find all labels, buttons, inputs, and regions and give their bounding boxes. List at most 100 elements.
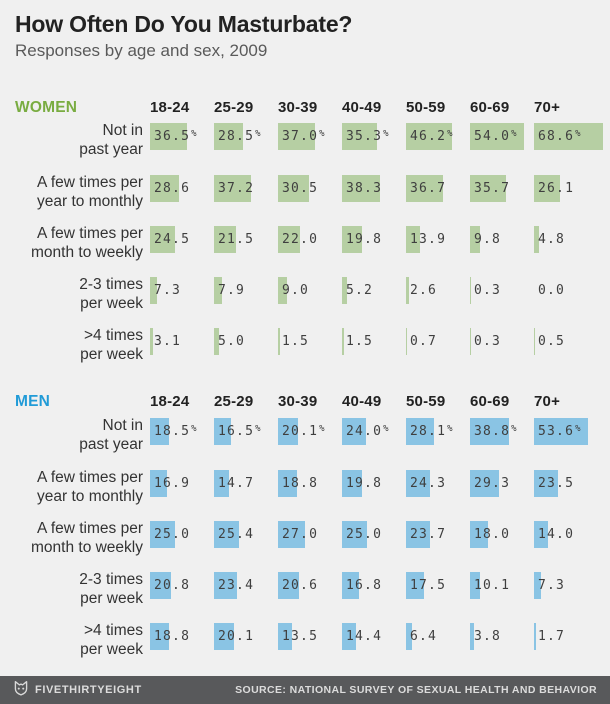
value-bar xyxy=(470,175,506,202)
row-label: >4 times per week xyxy=(80,327,143,363)
value-bar xyxy=(278,123,315,150)
value-label: 14.7 xyxy=(218,476,255,491)
value-bar xyxy=(470,572,481,599)
value-label: 13.9 xyxy=(410,232,447,247)
value-bar xyxy=(278,226,300,253)
age-column-header: 25-29 xyxy=(214,99,254,116)
value-bar xyxy=(406,328,407,355)
value-bar xyxy=(214,418,231,445)
value-bar xyxy=(406,521,430,548)
value-bar xyxy=(150,572,171,599)
value-bar xyxy=(470,623,474,650)
value-bar xyxy=(534,418,588,445)
value-bar xyxy=(406,123,453,150)
value-label: 3.8 xyxy=(474,629,502,644)
value-label: 19.8 xyxy=(346,232,383,247)
value-bar xyxy=(534,226,539,253)
value-bar xyxy=(214,521,240,548)
value-label: 1.5 xyxy=(346,334,374,349)
footer-bar: FIVETHIRTYEIGHT SOURCE: NATIONAL SURVEY … xyxy=(0,676,610,704)
value-bar xyxy=(150,623,169,650)
value-bar xyxy=(342,328,344,355)
value-label: 68.6% xyxy=(538,129,581,144)
value-bar xyxy=(406,623,413,650)
value-label: 25.4 xyxy=(218,527,255,542)
value-label: 14.0 xyxy=(538,527,575,542)
value-label: 35.7 xyxy=(474,181,511,196)
value-bar xyxy=(406,226,420,253)
value-label: 25.0 xyxy=(346,527,383,542)
value-bar xyxy=(278,572,299,599)
value-label: 7.3 xyxy=(538,578,566,593)
value-bar xyxy=(342,470,362,497)
value-bar xyxy=(214,123,243,150)
value-label: 18.0 xyxy=(474,527,511,542)
percent-sign: % xyxy=(191,424,197,434)
value-bar xyxy=(150,123,187,150)
value-bar xyxy=(214,277,222,304)
value-label: 28.5% xyxy=(218,129,261,144)
value-label: 0.0 xyxy=(538,283,566,298)
percent-sign: % xyxy=(575,424,581,434)
row-label: A few times per month to weekly xyxy=(31,225,143,261)
value-label: 2.6 xyxy=(410,283,438,298)
percent-sign: % xyxy=(447,424,453,434)
value-bar xyxy=(278,277,287,304)
value-bar xyxy=(278,521,305,548)
value-bar xyxy=(150,226,175,253)
value-bar xyxy=(214,470,229,497)
value-label: 23.4 xyxy=(218,578,255,593)
value-label: 3.1 xyxy=(154,334,182,349)
value-bar xyxy=(470,123,524,150)
value-bar xyxy=(342,572,359,599)
value-bar xyxy=(342,521,367,548)
value-label: 0.3 xyxy=(474,334,502,349)
row-label: 2-3 times per week xyxy=(79,571,143,607)
value-label: 19.8 xyxy=(346,476,383,491)
value-bar xyxy=(150,328,154,355)
percent-sign: % xyxy=(447,129,453,139)
value-label: 0.5 xyxy=(538,334,566,349)
section-label-women: WOMEN xyxy=(15,99,78,116)
source-label: SOURCE: NATIONAL SURVEY OF SEXUAL HEALTH… xyxy=(235,684,597,696)
value-label: 5.2 xyxy=(346,283,374,298)
value-label: 9.0 xyxy=(282,283,310,298)
percent-sign: % xyxy=(319,424,325,434)
value-label: 20.1 xyxy=(218,629,255,644)
age-column-header: 60-69 xyxy=(470,99,510,116)
value-bar xyxy=(470,470,500,497)
value-bar xyxy=(406,470,431,497)
percent-sign: % xyxy=(575,129,581,139)
value-label: 6.4 xyxy=(410,629,438,644)
value-label: 20.1% xyxy=(282,424,325,439)
value-label: 0.7 xyxy=(410,334,438,349)
value-bar xyxy=(342,418,366,445)
value-label: 38.8% xyxy=(474,424,517,439)
value-bar xyxy=(150,277,158,304)
value-bar xyxy=(406,572,424,599)
value-bar xyxy=(278,470,297,497)
value-bar xyxy=(534,123,603,150)
row-label: Not in past year xyxy=(79,122,143,158)
value-label: 36.5% xyxy=(154,129,197,144)
value-label: 1.5 xyxy=(282,334,310,349)
value-label: 38.3 xyxy=(346,181,383,196)
age-column-header: 30-39 xyxy=(278,393,318,410)
value-bar xyxy=(406,277,409,304)
value-label: 0.3 xyxy=(474,283,502,298)
row-label: A few times per month to weekly xyxy=(31,520,143,556)
value-label: 9.8 xyxy=(474,232,502,247)
value-label: 16.9 xyxy=(154,476,191,491)
row-label: 2-3 times per week xyxy=(79,276,143,312)
percent-sign: % xyxy=(319,129,325,139)
percent-sign: % xyxy=(511,424,517,434)
age-column-header: 40-49 xyxy=(342,393,382,410)
value-label: 29.3 xyxy=(474,476,511,491)
chart-subtitle: Responses by age and sex, 2009 xyxy=(15,41,268,60)
percent-sign: % xyxy=(191,129,197,139)
value-bar xyxy=(214,175,252,202)
value-label: 28.1% xyxy=(410,424,453,439)
fox-icon xyxy=(13,680,29,700)
value-label: 24.0% xyxy=(346,424,389,439)
